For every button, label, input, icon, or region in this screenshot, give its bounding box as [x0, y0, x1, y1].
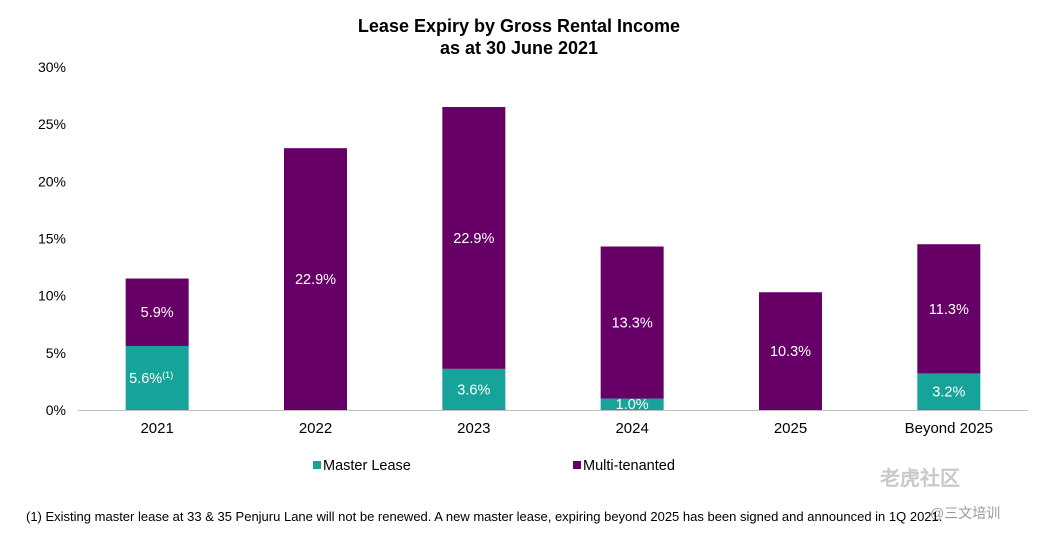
y-tick-label: 30%: [38, 59, 66, 75]
bar-multi-tenanted-2021: [125, 278, 189, 346]
watermark-subtext: @三文培训: [930, 505, 1000, 521]
data-label: 3.2%: [932, 385, 965, 401]
legend: Master Lease Multi-tenanted: [313, 458, 675, 474]
y-tick-label: 20%: [38, 173, 66, 189]
y-tick-label: 10%: [38, 288, 66, 304]
bars: [125, 107, 981, 410]
chart-subtitle: as at 30 June 2021: [440, 38, 598, 58]
data-label: 22.9%: [453, 231, 494, 247]
y-tick-label: 0%: [46, 402, 66, 418]
data-label: 11.3%: [929, 302, 969, 318]
bar-multi-tenanted-2023: [442, 107, 506, 369]
x-tick-label: 2025: [774, 420, 807, 437]
data-label: 13.3%: [612, 316, 653, 332]
watermark: 老虎社区 @三文培训: [880, 466, 1000, 521]
bar-master-lease-2023: [442, 368, 506, 410]
y-tick-label: 25%: [38, 116, 66, 132]
x-tick-label: 2023: [457, 420, 490, 437]
data-label: 1.0%: [616, 397, 649, 413]
legend-swatch: [573, 461, 581, 469]
bar-multi-tenanted-2022: [284, 148, 347, 410]
chart-title: Lease Expiry by Gross Rental Income: [358, 16, 680, 36]
x-axis: 2021 2022 2023 2024 2025 Beyond 2025: [78, 410, 1028, 437]
y-tick-label: 5%: [46, 345, 66, 361]
data-label: 3.6%: [457, 382, 490, 398]
x-tick-label: 2021: [140, 420, 173, 437]
legend-label: Master Lease: [323, 458, 411, 474]
x-tick-label: Beyond 2025: [905, 420, 993, 437]
legend-label: Multi-tenanted: [583, 458, 675, 474]
bar-multi-tenanted-2025: [759, 292, 822, 410]
data-label: 5.6%(1): [129, 370, 173, 387]
x-tick-label: 2024: [615, 420, 648, 437]
x-tick-label: 2022: [299, 420, 332, 437]
data-label: 22.9%: [295, 272, 336, 288]
bar-master-lease-2024: [600, 398, 664, 410]
annotation-marker: (1): [162, 370, 173, 380]
bar-multi-tenanted-2024: [600, 246, 664, 399]
bar-master-lease-beyond-2025: [917, 373, 981, 410]
watermark-text: 老虎社区: [880, 466, 960, 490]
footnote: (1) Existing master lease at 33 & 35 Pen…: [26, 509, 942, 524]
legend-swatch: [313, 461, 321, 469]
y-axis: 0% 5% 10% 15% 20% 25% 30%: [38, 59, 66, 418]
data-labels: 5.6%(1) 5.9% 22.9% 3.6% 22.9% 1.0% 13.3% 10.3% 3…: [129, 231, 969, 413]
y-tick-label: 15%: [38, 231, 66, 247]
data-label: 5.9%: [141, 305, 174, 321]
data-label: 10.3%: [770, 344, 811, 360]
bar-multi-tenanted-beyond-2025: [917, 244, 981, 374]
bar-master-lease-2021: [125, 345, 189, 410]
